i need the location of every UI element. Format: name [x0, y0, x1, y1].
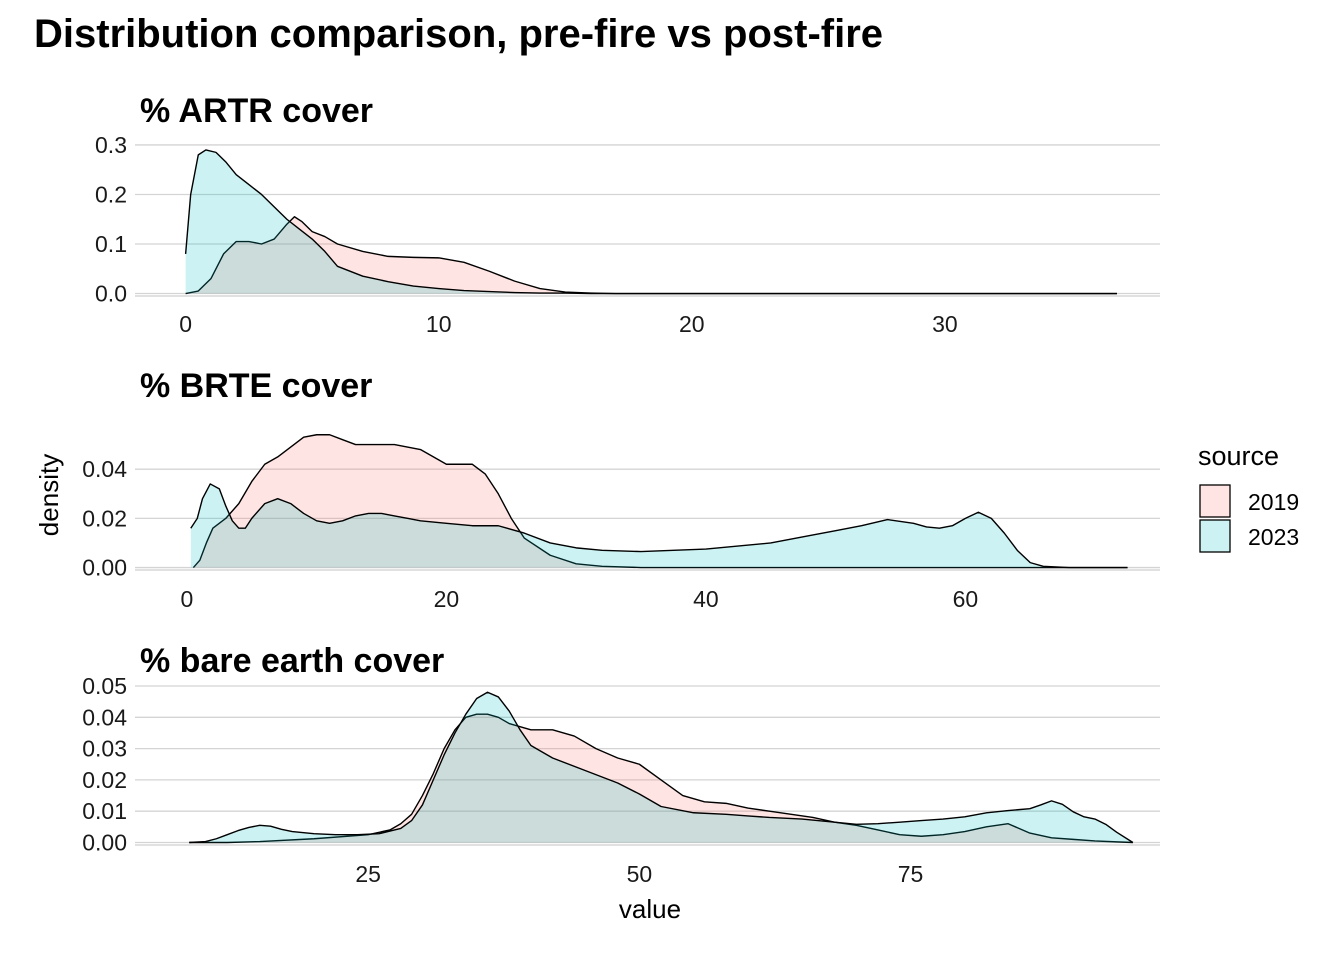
page-title: Distribution comparison, pre-fire vs pos…	[34, 12, 884, 56]
legend-key-bg	[1200, 485, 1230, 517]
density-line-2019-panel-2	[192, 434, 1128, 569]
y-tick-label: 0.02	[82, 767, 127, 793]
y-tick-label: 0.3	[95, 132, 127, 158]
legend-label-2023: 2023	[1248, 524, 1299, 550]
panel-title-2: % BRTE cover	[140, 367, 372, 405]
legend-title: source	[1198, 441, 1279, 471]
x-tick-label: 60	[953, 586, 979, 612]
x-tick-label: 25	[355, 861, 381, 887]
y-axis-title: density	[34, 454, 64, 536]
legend-key-2019	[1199, 484, 1231, 518]
density-area-2019-panel-3	[189, 714, 1133, 843]
legend-key-bg	[1200, 520, 1230, 552]
x-tick-label: 20	[434, 586, 460, 612]
x-tick-label: 0	[179, 311, 192, 337]
y-tick-label: 0.00	[82, 555, 127, 581]
panel-title-1: % ARTR cover	[140, 92, 373, 130]
x-tick-label: 50	[627, 861, 653, 887]
y-tick-label: 0.03	[82, 736, 127, 762]
density-area-2019-panel-2	[193, 434, 1128, 568]
density-area-2019-panel-1	[185, 216, 1117, 294]
x-tick-label: 30	[932, 311, 958, 337]
legend-label-2019: 2019	[1248, 489, 1299, 515]
y-tick-label: 0.02	[82, 505, 127, 531]
x-tick-label: 20	[679, 311, 705, 337]
x-axis-title: value	[619, 894, 681, 924]
y-tick-label: 0.01	[82, 798, 127, 824]
x-tick-label: 40	[693, 586, 719, 612]
x-tick-label: 0	[181, 586, 194, 612]
density-area-2023-panel-2	[190, 483, 1128, 568]
x-tick-label: 75	[898, 861, 924, 887]
density-area-2023-panel-3	[189, 692, 1133, 843]
y-tick-label: 0.0	[95, 281, 127, 307]
y-tick-label: 0.00	[82, 829, 127, 855]
density-line-2019-panel-3	[189, 713, 1133, 844]
y-tick-label: 0.04	[82, 456, 127, 482]
density-line-2023-panel-3	[189, 691, 1134, 844]
density-area-2023-panel-1	[185, 149, 1117, 294]
density-line-2023-panel-1	[184, 149, 1117, 295]
y-tick-label: 0.1	[95, 231, 127, 257]
density-line-2023-panel-2	[190, 483, 1128, 569]
y-tick-label: 0.2	[95, 181, 127, 207]
y-tick-label: 0.05	[82, 673, 127, 699]
legend-key-2023	[1199, 519, 1231, 553]
y-tick-label: 0.04	[82, 704, 127, 730]
panel-title-3: % bare earth cover	[140, 642, 444, 680]
x-tick-label: 10	[426, 311, 452, 337]
